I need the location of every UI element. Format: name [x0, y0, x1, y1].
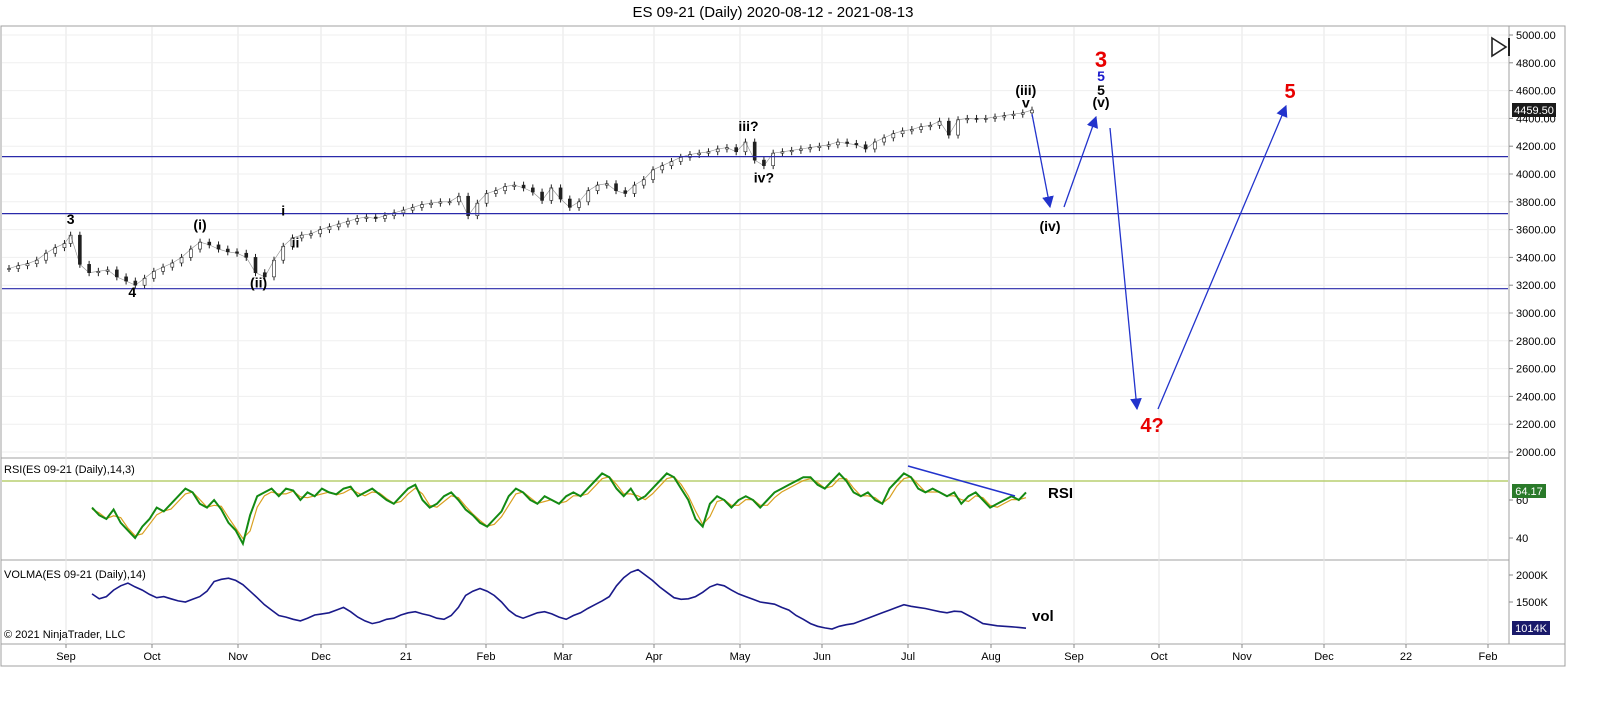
wave-label: 3	[67, 211, 75, 227]
price-bar-body	[466, 195, 470, 217]
price-tick-label: 2200.00	[1516, 419, 1556, 431]
projection-arrow	[1109, 127, 1142, 411]
wave-label: (v)	[1092, 94, 1109, 110]
wave-label: 3	[1095, 47, 1107, 72]
vol-panel-label: VOLMA(ES 09-21 (Daily),14)	[4, 569, 146, 581]
wave-label: 4?	[1140, 415, 1163, 437]
rsi-side-label: RSI	[1048, 485, 1073, 502]
projection-arrow	[1031, 113, 1054, 209]
month-label: Nov	[228, 651, 248, 663]
price-tick-label: 3000.00	[1516, 308, 1556, 320]
price-tick-label: 4200.00	[1516, 141, 1556, 153]
price-line	[8, 109, 1033, 286]
wave-label: ii	[292, 235, 300, 251]
time-axis-labels: Sep Oct Nov Dec 21 Feb Mar Apr May Jun Jul Aug Sep Oc…	[56, 651, 1497, 663]
rsi-panel[interactable]	[0, 457, 1510, 561]
wave-label: iii?	[738, 118, 758, 134]
price-bar-body	[1030, 109, 1034, 114]
rsi-line	[91, 471, 1027, 547]
wave-label: v	[1022, 94, 1030, 110]
month-label: 22	[1400, 651, 1412, 663]
last-vol-badge: 1014K	[1512, 621, 1550, 635]
wave-label: 4	[128, 284, 136, 300]
price-tick-label: 2800.00	[1516, 336, 1556, 348]
svg-text:64.17: 64.17	[1515, 486, 1543, 498]
wave-label: i	[281, 203, 285, 219]
last-rsi-badge: 64.17	[1512, 484, 1546, 498]
projection-arrows	[1031, 104, 1288, 411]
horizontal-levels[interactable]	[2, 156, 1508, 290]
price-bar-body	[78, 234, 82, 265]
projection-arrow	[1157, 104, 1288, 410]
price-tick-label: 5000.00	[1516, 30, 1556, 42]
price-tick-label: 3600.00	[1516, 225, 1556, 237]
vol-tick-label: 2000K	[1516, 570, 1548, 582]
month-label: 21	[400, 651, 412, 663]
month-label: Dec	[1314, 651, 1334, 663]
volume-line	[91, 568, 1027, 630]
time-axis-panel	[0, 643, 1566, 667]
month-label: May	[730, 651, 751, 663]
month-label: Mar	[554, 651, 573, 663]
price-tick-label: 3200.00	[1516, 280, 1556, 292]
vol-side-label: vol	[1032, 608, 1054, 625]
month-label: Sep	[1064, 651, 1084, 663]
projection-arrow	[1063, 115, 1098, 208]
price-bar-body	[956, 119, 960, 136]
vol-tick-label: 1500K	[1516, 597, 1548, 609]
skip-forward-icon[interactable]	[1490, 36, 1514, 58]
chart-title: ES 09-21 (Daily) 2020-08-12 - 2021-08-13	[632, 4, 914, 21]
month-label: Oct	[1150, 651, 1167, 663]
price-tick-label: 3800.00	[1516, 197, 1556, 209]
month-label: Oct	[143, 651, 160, 663]
month-label: Nov	[1232, 651, 1252, 663]
volume-series: 2000K 1500K	[91, 568, 1548, 630]
month-label: Jun	[813, 651, 831, 663]
rsi-panel-label: RSI(ES 09-21 (Daily),14,3)	[4, 464, 135, 476]
month-label: Apr	[645, 651, 662, 663]
last-price-badge: 4459.50	[1512, 103, 1556, 117]
price-tick-label: 2600.00	[1516, 364, 1556, 376]
wave-label: 5	[1097, 68, 1105, 84]
price-tick-label: 2400.00	[1516, 391, 1556, 403]
wave-label: 5	[1284, 81, 1295, 103]
price-series	[7, 106, 1034, 289]
vol-panel[interactable]	[0, 559, 1510, 645]
rsi-trendline	[907, 465, 1016, 497]
month-label: Feb	[1479, 651, 1498, 663]
wave-label: iv?	[754, 169, 774, 185]
price-tick-label: 3400.00	[1516, 252, 1556, 264]
price-tick-label: 4800.00	[1516, 58, 1556, 70]
svg-text:1014K: 1014K	[1515, 623, 1547, 635]
wave-label: 5	[1097, 82, 1105, 98]
price-tick-label: 4600.00	[1516, 86, 1556, 98]
month-label: Jul	[901, 651, 915, 663]
month-label: Feb	[477, 651, 496, 663]
price-axis-ticks: 5000.004800.004600.004400.004200.004000.…	[1509, 30, 1556, 459]
copyright-text: © 2021 NinjaTrader, LLC	[4, 629, 125, 641]
price-tick-label: 2000.00	[1516, 447, 1556, 459]
wave-label: (i)	[193, 217, 206, 233]
wave-label: (iii)	[1015, 82, 1036, 98]
svg-text:4459.50: 4459.50	[1514, 105, 1554, 117]
month-label: Sep	[56, 651, 76, 663]
price-bar-body	[7, 268, 11, 270]
month-label: Aug	[981, 651, 1001, 663]
wave-label: (iv)	[1040, 218, 1061, 234]
rsi-tick-label: 40	[1516, 533, 1528, 545]
month-label: Dec	[311, 651, 331, 663]
price-tick-label: 4000.00	[1516, 169, 1556, 181]
wave-label: (ii)	[250, 274, 267, 290]
horizontal-gridlines	[2, 34, 1508, 453]
